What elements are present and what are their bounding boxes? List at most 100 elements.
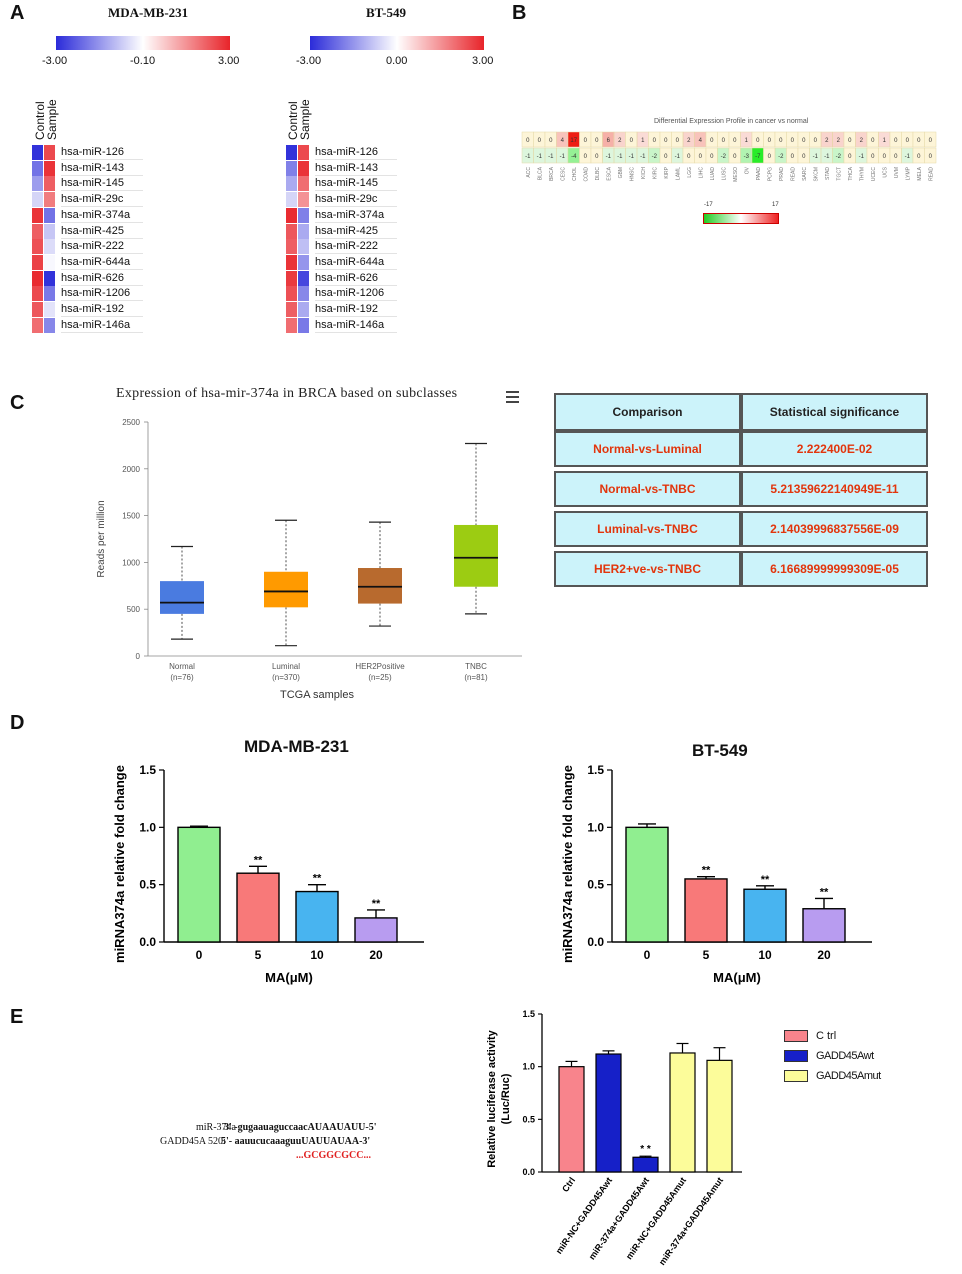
profile-cancer-label: TGCT (836, 167, 842, 181)
x-tick-label: 10 (310, 948, 324, 962)
profile-value-down: 0 (917, 154, 921, 160)
boxplot-title: Expression of hsa-mir-374a in BRCA based… (116, 386, 458, 401)
profile-cancer-label: KIRP (664, 166, 670, 178)
stats-comparison: Normal-vs-TNBC (554, 471, 741, 507)
significance-marker: ** (313, 873, 322, 885)
heatmap-cell-sample (44, 254, 55, 270)
heatmap-cell-sample (44, 160, 55, 176)
heatmap-cell-control (286, 207, 297, 223)
stats-comparison: HER2+ve-vs-TNBC (554, 551, 741, 587)
color-scale-left-min: -3.00 (42, 55, 68, 67)
profile-cancer-label: LGG (687, 167, 693, 178)
profile-value-up: 0 (676, 138, 680, 144)
bar-10 (743, 888, 787, 943)
significance-marker: ** (820, 886, 829, 898)
profile-value-up: 0 (595, 138, 599, 144)
seq-gadd: 5'- aauucucaaaguuUAUUAUAA-3' (221, 1136, 371, 1147)
x-tick-label: HER2Positive (355, 662, 405, 671)
seq-gadd-label: GADD45A 520: (160, 1136, 226, 1147)
x-count-label: (n=370) (272, 673, 300, 682)
profile-value-up: 0 (929, 138, 933, 144)
heatmap-row-label: hsa-miR-146a (315, 318, 397, 333)
profile-value-up: 0 (894, 138, 898, 144)
profile-value-down: -1 (560, 154, 566, 160)
profile-value-down: -2 (721, 154, 727, 160)
profile-value-up: 0 (768, 138, 772, 144)
profile-cancer-label: PRAD (779, 167, 785, 181)
profile-cancer-label: LYMP (905, 166, 911, 180)
profile-value-up: 0 (630, 138, 634, 144)
legend-item: C trl (784, 1030, 881, 1042)
heatmap-cell-control (32, 286, 43, 302)
heatmap-cell-control (286, 223, 297, 239)
heatmap-cell-control (32, 176, 43, 192)
profile-value-down: -2 (652, 154, 658, 160)
profile-value-up: 2 (860, 138, 864, 144)
heatmap-cell-control (286, 176, 297, 192)
legend-item: GADD45Awt (784, 1050, 881, 1062)
profile-value-up: 0 (722, 138, 726, 144)
profile-scale-min: -17 (704, 202, 713, 208)
heatmap-cell-sample (44, 270, 55, 286)
profile-value-up: 0 (526, 138, 530, 144)
profile-cancer-label: LAML (675, 167, 681, 180)
profile-value-up: 0 (802, 138, 806, 144)
profile-value-up: 0 (814, 138, 818, 144)
stats-row: Luminal-vs-TNBC 2.14039996837556E-09 (554, 511, 928, 547)
heatmap-cell-control (286, 192, 297, 208)
profile-value-down: 0 (595, 154, 599, 160)
panel-b-title: Differential Expression Profile in cance… (654, 118, 809, 125)
heatmap-row: hsa-miR-1206 (32, 286, 143, 302)
y-tick-label: 500 (127, 605, 141, 614)
heatmap-cell-control (32, 145, 43, 160)
heatmap-row-label: hsa-miR-425 (61, 224, 143, 239)
y-tick-label: 0.0 (139, 935, 156, 949)
profile-cancer-label: KICH (641, 167, 647, 179)
profile-value-down: -1 (606, 154, 612, 160)
hamburger-menu-icon[interactable] (506, 391, 519, 403)
stats-row: Normal-vs-TNBC 5.21359622140949E-11 (554, 471, 928, 507)
heatmap-cell-sample (298, 286, 309, 302)
heatmap-cell-sample (298, 302, 309, 317)
seq-mir-label: miR-374a (196, 1122, 236, 1133)
x-tick-label: 20 (369, 948, 383, 962)
profile-value-down: -1 (525, 154, 531, 160)
profile-value-up: 0 (653, 138, 657, 144)
heatmap-cell-control (32, 160, 43, 176)
legend-label-mut: GADD45Amut (816, 1070, 881, 1082)
profile-value-down: -1 (813, 154, 819, 160)
profile-value-down: 0 (894, 154, 898, 160)
profile-value-up: 6 (607, 138, 611, 144)
profile-value-down: -1 (905, 154, 911, 160)
stats-header-significance: Statistical significance (741, 393, 928, 431)
legend-swatch-wt (784, 1050, 808, 1062)
profile-cancer-label: CESC (560, 167, 566, 181)
heatmap-row: hsa-miR-626 (286, 270, 397, 286)
heatmap-row-label: hsa-miR-192 (61, 302, 143, 317)
y-tick-label: 1.5 (587, 763, 604, 777)
profile-value-up: 2 (837, 138, 841, 144)
y-axis-label: miRNA374a relative fold change (112, 765, 127, 963)
bar-chart-mda: 0.0 0.5 1.0 1.5 miRNA374a relative fold chan… (112, 763, 424, 985)
box-normal (160, 581, 204, 614)
profile-value-down: -4 (571, 154, 577, 160)
x-tick-label: 5 (255, 948, 262, 962)
heatmap-row: hsa-miR-29c (32, 192, 143, 208)
profile-cancer-label: KIRC (652, 167, 658, 179)
profile-cancer-label: MELA (917, 166, 923, 180)
profile-cancer-label: STAD (825, 167, 831, 180)
legend-swatch-ctrl (784, 1030, 808, 1042)
heatmap-row-label: hsa-miR-222 (61, 239, 143, 255)
bar-0 (177, 826, 221, 943)
heatmap-cell-control (286, 270, 297, 286)
profile-value-up: 17 (570, 138, 577, 144)
heatmap-row-label: hsa-miR-644a (61, 255, 143, 270)
significance-marker: * * (640, 1144, 651, 1155)
x-tick-label: 0 (644, 948, 651, 962)
heatmap-row-label: hsa-miR-143 (61, 161, 143, 176)
profile-value-up: 2 (687, 138, 691, 144)
profile-cancer-label: READ (790, 167, 796, 181)
heatmap-row-label: hsa-miR-126 (315, 145, 397, 160)
heatmap-left-title: MDA-MB-231 (108, 5, 189, 20)
y-tick-label: 1.0 (522, 1062, 535, 1072)
